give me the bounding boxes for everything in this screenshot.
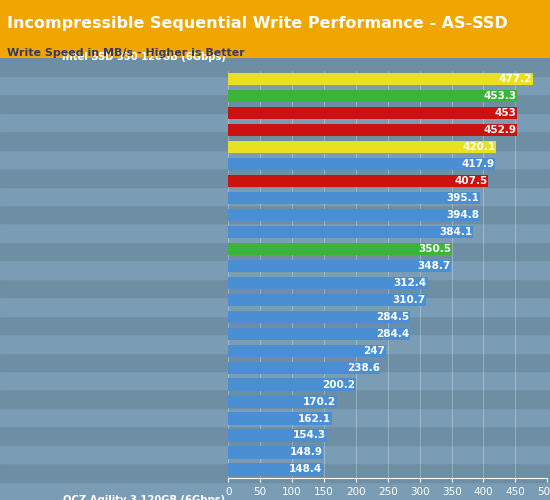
Text: 350.5: 350.5 [418, 244, 451, 254]
Text: 452.9: 452.9 [483, 125, 516, 135]
Bar [228, 107, 517, 120]
Bar [228, 362, 381, 374]
Bar [0, 205, 550, 224]
Bar [228, 243, 452, 255]
Bar [228, 396, 337, 407]
Bar [0, 150, 550, 168]
Bar [228, 378, 356, 390]
Bar [228, 412, 332, 424]
Bar [228, 294, 426, 306]
Bar [228, 430, 327, 442]
Text: 284.5: 284.5 [376, 312, 409, 322]
Text: 477.2: 477.2 [499, 74, 532, 85]
Bar [228, 446, 323, 458]
Text: 407.5: 407.5 [454, 176, 488, 186]
Text: 395.1: 395.1 [447, 193, 480, 203]
Text: 453.3: 453.3 [483, 91, 517, 101]
Text: Incompressible Sequential Write Performance - AS-SSD: Incompressible Sequential Write Performa… [7, 16, 507, 31]
Bar [0, 408, 550, 426]
Bar [228, 328, 410, 340]
Bar [228, 73, 533, 86]
Bar [0, 316, 550, 334]
Bar [228, 209, 480, 221]
Bar [0, 279, 550, 297]
Text: 148.9: 148.9 [290, 448, 323, 458]
Text: 384.1: 384.1 [439, 227, 472, 237]
Text: 284.4: 284.4 [376, 328, 409, 338]
Bar [228, 226, 474, 238]
Bar [0, 131, 550, 150]
Bar [228, 124, 517, 136]
Bar [0, 242, 550, 260]
Text: 394.8: 394.8 [447, 210, 480, 220]
Text: 348.7: 348.7 [417, 261, 450, 271]
Bar [0, 444, 550, 463]
Text: 420.1: 420.1 [463, 142, 496, 152]
Bar [0, 371, 550, 390]
Bar [228, 175, 488, 187]
Text: 154.3: 154.3 [293, 430, 326, 440]
Bar [228, 464, 323, 475]
Bar [0, 463, 550, 481]
Bar [0, 334, 550, 352]
Text: 417.9: 417.9 [461, 159, 494, 169]
Bar [0, 76, 550, 94]
Text: 162.1: 162.1 [298, 414, 331, 424]
Text: 148.4: 148.4 [289, 464, 322, 474]
Bar [228, 276, 427, 289]
Bar [228, 192, 480, 204]
Bar [0, 426, 550, 444]
Bar [0, 390, 550, 408]
Bar [228, 260, 450, 272]
Bar [228, 310, 410, 323]
Text: 238.6: 238.6 [347, 362, 380, 372]
Bar [0, 482, 550, 500]
Text: 247: 247 [363, 346, 385, 356]
Bar [228, 141, 496, 153]
Text: 312.4: 312.4 [394, 278, 427, 288]
Bar [0, 94, 550, 113]
Bar [0, 352, 550, 371]
Bar [228, 158, 495, 170]
Bar [0, 58, 550, 76]
Bar [228, 90, 518, 102]
Bar [0, 168, 550, 186]
Text: 200.2: 200.2 [322, 380, 355, 390]
Bar [0, 113, 550, 131]
Bar [228, 344, 386, 357]
Text: OCZ Agility 3 120GB (6Gbps): OCZ Agility 3 120GB (6Gbps) [63, 495, 226, 500]
Bar [0, 186, 550, 205]
Bar [0, 260, 550, 279]
Text: Write Speed in MB/s - Higher is Better: Write Speed in MB/s - Higher is Better [7, 48, 244, 58]
Text: 310.7: 310.7 [393, 295, 426, 305]
Bar [0, 224, 550, 242]
Text: Intel SSD 330 120GB (6Gbps): Intel SSD 330 120GB (6Gbps) [62, 52, 226, 62]
Text: 170.2: 170.2 [303, 396, 336, 406]
Bar [0, 297, 550, 316]
Text: 453: 453 [495, 108, 516, 118]
